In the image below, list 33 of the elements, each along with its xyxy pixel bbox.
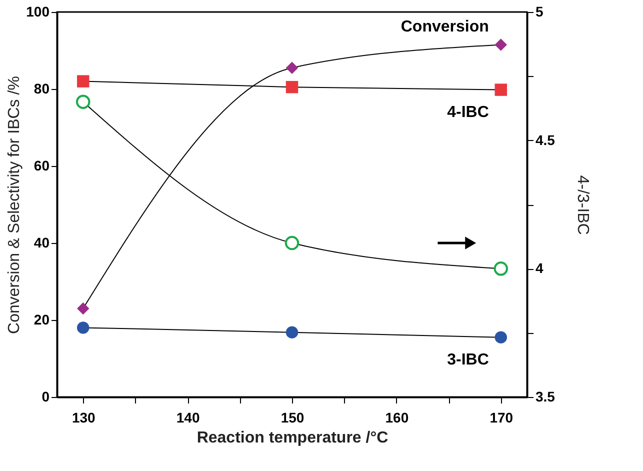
series-label: 3-IBC — [447, 351, 490, 368]
y2-tick-label: 5 — [536, 4, 544, 20]
x-tick-label: 150 — [280, 410, 304, 426]
point — [76, 75, 90, 88]
y-tick-label: 0 — [42, 388, 50, 404]
series-label: 4-IBC — [447, 104, 490, 121]
y-tick-label: 40 — [34, 234, 50, 250]
series-label: Conversion — [400, 18, 489, 36]
y-tick-label: 80 — [34, 80, 50, 96]
point — [494, 38, 508, 51]
point — [76, 322, 90, 334]
point — [286, 326, 298, 338]
point — [494, 84, 508, 96]
x-tick-label: 160 — [385, 410, 409, 426]
y-tick-label: 20 — [34, 312, 50, 328]
point — [76, 94, 90, 109]
y2-tick-label: 3.5 — [536, 388, 556, 404]
x-tick-label: 170 — [490, 410, 514, 426]
point — [494, 262, 508, 276]
point — [494, 331, 508, 344]
point — [284, 236, 300, 250]
point — [286, 80, 298, 94]
y2-tick-label: 4.5 — [536, 132, 556, 148]
x-axis-title: Reaction temperature /°C — [196, 430, 389, 446]
point — [286, 62, 298, 74]
x-tick-label: 130 — [72, 410, 96, 426]
y2-tick-label: 4 — [536, 260, 544, 276]
y-tick-label: 100 — [26, 4, 50, 20]
y-tick-label: 60 — [34, 158, 50, 174]
y-axis-title: Conversion & Selectivity for IBCs /% — [6, 76, 24, 334]
x-tick-label: 140 — [176, 410, 200, 426]
y2-axis-title: 4-/3-IBC — [574, 175, 591, 235]
point — [76, 302, 90, 315]
